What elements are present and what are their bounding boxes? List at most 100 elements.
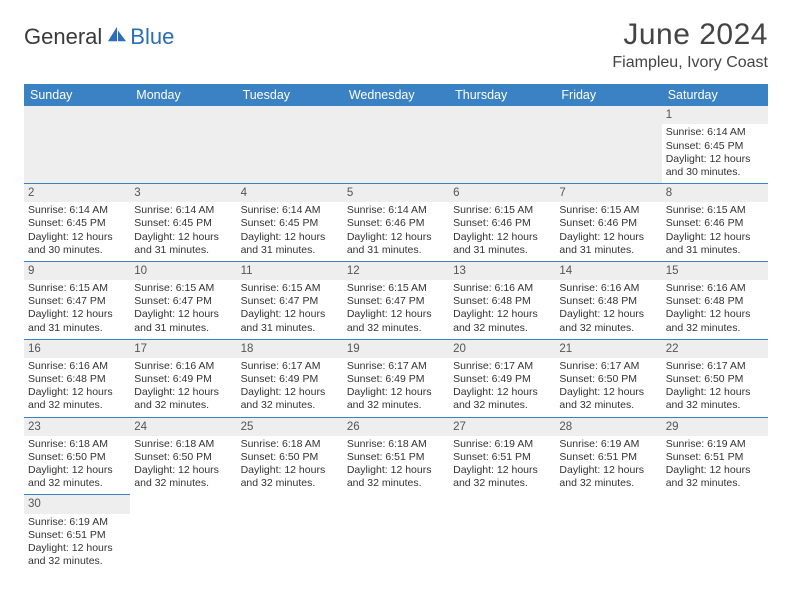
sunrise-text: Sunrise: 6:16 AM xyxy=(453,282,551,295)
sunrise-text: Sunrise: 6:14 AM xyxy=(347,204,445,217)
daylight-text: Daylight: 12 hours xyxy=(28,231,126,244)
sunset-text: Sunset: 6:48 PM xyxy=(666,295,764,308)
daylight-text: and 32 minutes. xyxy=(347,477,445,490)
sunset-text: Sunset: 6:48 PM xyxy=(559,295,657,308)
sunset-text: Sunset: 6:45 PM xyxy=(666,140,764,153)
sunrise-text: Sunrise: 6:15 AM xyxy=(28,282,126,295)
calendar-day-cell: 9Sunrise: 6:15 AMSunset: 6:47 PMDaylight… xyxy=(24,261,130,339)
sunset-text: Sunset: 6:48 PM xyxy=(28,373,126,386)
weekday-header-row: Sunday Monday Tuesday Wednesday Thursday… xyxy=(24,84,768,106)
logo-text-blue: Blue xyxy=(130,24,174,50)
day-number: 18 xyxy=(237,340,343,358)
daylight-text: and 32 minutes. xyxy=(28,477,126,490)
calendar-week-row: 1Sunrise: 6:14 AMSunset: 6:45 PMDaylight… xyxy=(24,106,768,183)
logo-sail-icon xyxy=(106,25,128,43)
sunset-text: Sunset: 6:51 PM xyxy=(666,451,764,464)
weekday-header: Wednesday xyxy=(343,84,449,106)
calendar-day-cell: 22Sunrise: 6:17 AMSunset: 6:50 PMDayligh… xyxy=(662,339,768,417)
calendar-day-cell: 21Sunrise: 6:17 AMSunset: 6:50 PMDayligh… xyxy=(555,339,661,417)
sunset-text: Sunset: 6:50 PM xyxy=(134,451,232,464)
daylight-text: and 32 minutes. xyxy=(453,322,551,335)
daylight-text: and 31 minutes. xyxy=(241,322,339,335)
calendar-day-cell: 27Sunrise: 6:19 AMSunset: 6:51 PMDayligh… xyxy=(449,417,555,495)
daylight-text: Daylight: 12 hours xyxy=(28,386,126,399)
daylight-text: and 31 minutes. xyxy=(453,244,551,257)
day-number: 16 xyxy=(24,340,130,358)
daylight-text: Daylight: 12 hours xyxy=(666,153,764,166)
calendar-day-cell: 13Sunrise: 6:16 AMSunset: 6:48 PMDayligh… xyxy=(449,261,555,339)
daylight-text: and 32 minutes. xyxy=(666,399,764,412)
sunset-text: Sunset: 6:49 PM xyxy=(453,373,551,386)
calendar-day-cell: 12Sunrise: 6:15 AMSunset: 6:47 PMDayligh… xyxy=(343,261,449,339)
sunrise-text: Sunrise: 6:15 AM xyxy=(347,282,445,295)
calendar-day-cell xyxy=(555,495,661,572)
calendar-day-cell: 20Sunrise: 6:17 AMSunset: 6:49 PMDayligh… xyxy=(449,339,555,417)
weekday-header: Sunday xyxy=(24,84,130,106)
day-number: 7 xyxy=(555,184,661,202)
sunset-text: Sunset: 6:47 PM xyxy=(241,295,339,308)
sunrise-text: Sunrise: 6:15 AM xyxy=(241,282,339,295)
daylight-text: and 32 minutes. xyxy=(241,399,339,412)
calendar-table: Sunday Monday Tuesday Wednesday Thursday… xyxy=(24,84,768,572)
daylight-text: and 31 minutes. xyxy=(134,322,232,335)
daylight-text: Daylight: 12 hours xyxy=(28,308,126,321)
daylight-text: and 31 minutes. xyxy=(134,244,232,257)
day-number: 12 xyxy=(343,262,449,280)
daylight-text: Daylight: 12 hours xyxy=(241,464,339,477)
sunset-text: Sunset: 6:51 PM xyxy=(347,451,445,464)
calendar-day-cell: 19Sunrise: 6:17 AMSunset: 6:49 PMDayligh… xyxy=(343,339,449,417)
sunrise-text: Sunrise: 6:16 AM xyxy=(28,360,126,373)
sunset-text: Sunset: 6:50 PM xyxy=(559,373,657,386)
sunrise-text: Sunrise: 6:15 AM xyxy=(453,204,551,217)
day-number: 4 xyxy=(237,184,343,202)
calendar-day-cell xyxy=(343,495,449,572)
daylight-text: Daylight: 12 hours xyxy=(28,542,126,555)
sunrise-text: Sunrise: 6:16 AM xyxy=(666,282,764,295)
logo-text-general: General xyxy=(24,24,102,50)
daylight-text: Daylight: 12 hours xyxy=(134,386,232,399)
calendar-day-cell: 16 Sunrise: 6:16 AMSunset: 6:48 PMDayligh… xyxy=(24,339,130,417)
location: Fiampleu, Ivory Coast xyxy=(612,54,768,72)
daylight-text: Daylight: 12 hours xyxy=(347,386,445,399)
daylight-text: Daylight: 12 hours xyxy=(134,308,232,321)
sunrise-text: Sunrise: 6:19 AM xyxy=(666,438,764,451)
title-block: June 2024 Fiampleu, Ivory Coast xyxy=(612,18,768,72)
weekday-header: Monday xyxy=(130,84,236,106)
daylight-text: and 31 minutes. xyxy=(28,322,126,335)
sunset-text: Sunset: 6:50 PM xyxy=(241,451,339,464)
sunrise-text: Sunrise: 6:18 AM xyxy=(28,438,126,451)
daylight-text: and 32 minutes. xyxy=(347,322,445,335)
daylight-text: Daylight: 12 hours xyxy=(559,231,657,244)
sunset-text: Sunset: 6:46 PM xyxy=(666,217,764,230)
sunrise-text: Sunrise: 6:17 AM xyxy=(347,360,445,373)
sunset-text: Sunset: 6:47 PM xyxy=(347,295,445,308)
day-number: 13 xyxy=(449,262,555,280)
sunrise-text: Sunrise: 6:16 AM xyxy=(559,282,657,295)
sunset-text: Sunset: 6:45 PM xyxy=(134,217,232,230)
sunrise-text: Sunrise: 6:18 AM xyxy=(134,438,232,451)
sunrise-text: Sunrise: 6:14 AM xyxy=(134,204,232,217)
daylight-text: and 32 minutes. xyxy=(559,322,657,335)
sunset-text: Sunset: 6:51 PM xyxy=(28,529,126,542)
sunset-text: Sunset: 6:51 PM xyxy=(453,451,551,464)
calendar-day-cell: 10Sunrise: 6:15 AMSunset: 6:47 PMDayligh… xyxy=(130,261,236,339)
daylight-text: and 32 minutes. xyxy=(134,399,232,412)
daylight-text: Daylight: 12 hours xyxy=(453,308,551,321)
daylight-text: and 32 minutes. xyxy=(666,322,764,335)
calendar-day-cell: 29Sunrise: 6:19 AMSunset: 6:51 PMDayligh… xyxy=(662,417,768,495)
sunrise-text: Sunrise: 6:19 AM xyxy=(28,516,126,529)
sunrise-text: Sunrise: 6:14 AM xyxy=(241,204,339,217)
daylight-text: Daylight: 12 hours xyxy=(666,308,764,321)
calendar-day-cell: 6Sunrise: 6:15 AMSunset: 6:46 PMDaylight… xyxy=(449,183,555,261)
daylight-text: Daylight: 12 hours xyxy=(453,231,551,244)
day-number: 3 xyxy=(130,184,236,202)
daylight-text: and 32 minutes. xyxy=(453,399,551,412)
day-number: 22 xyxy=(662,340,768,358)
day-number: 10 xyxy=(130,262,236,280)
calendar-week-row: 2Sunrise: 6:14 AMSunset: 6:45 PMDaylight… xyxy=(24,183,768,261)
calendar-day-cell: 3Sunrise: 6:14 AMSunset: 6:45 PMDaylight… xyxy=(130,183,236,261)
sunrise-text: Sunrise: 6:17 AM xyxy=(453,360,551,373)
calendar-day-cell: 25Sunrise: 6:18 AMSunset: 6:50 PMDayligh… xyxy=(237,417,343,495)
daylight-text: and 32 minutes. xyxy=(666,477,764,490)
day-number: 9 xyxy=(24,262,130,280)
